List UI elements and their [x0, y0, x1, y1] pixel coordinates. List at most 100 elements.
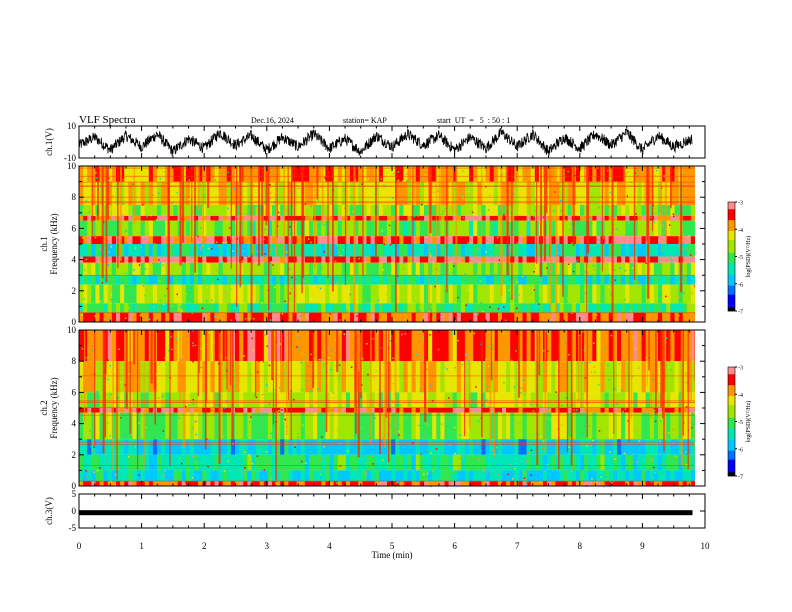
spectrogram-speckle	[390, 236, 393, 238]
spectrogram-cell	[284, 275, 289, 285]
spectrogram-cell	[317, 412, 322, 440]
spectrogram-speckle	[368, 277, 371, 280]
spectrogram-cell	[551, 408, 556, 413]
spectrogram-cell	[559, 244, 564, 257]
spectrogram-cell	[206, 481, 211, 486]
spectrogram-cell	[341, 361, 347, 393]
spectrogram-cell	[559, 312, 564, 322]
spectrogram-cell	[341, 205, 347, 216]
spectrogram-cell	[251, 312, 256, 322]
spectrogram-speckle	[658, 453, 661, 456]
spectrogram-speckle	[485, 251, 487, 253]
spectrogram-cell	[419, 181, 425, 205]
spectrogram-cell	[132, 262, 137, 276]
spectrogram-cell	[157, 244, 162, 257]
spectrogram-cell	[448, 408, 454, 413]
spectrogram-cell	[588, 244, 593, 257]
spectrogram-cell	[313, 470, 318, 482]
line-emission	[79, 175, 695, 177]
spectrogram-cell	[148, 244, 154, 257]
spectrogram-cell	[592, 166, 597, 182]
spectrogram-cell	[124, 439, 129, 455]
sferic-streak	[120, 166, 122, 261]
spectrogram-cell	[424, 275, 429, 285]
spectrogram-speckle	[508, 205, 511, 207]
spectrogram-cell	[387, 166, 392, 182]
spectrogram-speckle	[457, 339, 459, 342]
spectrogram-cell	[440, 275, 445, 285]
spectrogram-speckle	[81, 423, 84, 426]
spectrogram-cell	[415, 275, 421, 285]
spectrogram-cell	[629, 236, 634, 244]
spectrogram-cell	[218, 312, 224, 322]
spectrogram-cell	[506, 412, 511, 440]
spectrogram-speckle	[444, 207, 447, 210]
spectrogram-cell	[243, 236, 248, 244]
spectrogram-cell	[674, 303, 679, 313]
spectrogram-cell	[329, 220, 334, 237]
spectrogram-cell	[103, 303, 109, 313]
spectrogram-speckle	[222, 241, 224, 244]
spectrogram-speckle	[470, 182, 473, 185]
spectrogram-speckle	[215, 241, 218, 244]
spectrogram-cell	[690, 256, 696, 263]
spectrogram-speckle	[688, 405, 691, 408]
spectrogram-cell	[621, 392, 626, 408]
spectrogram-speckle	[693, 423, 695, 426]
spectrogram-cell	[132, 408, 137, 413]
spectrogram-cell	[485, 392, 490, 408]
spectrogram-speckle	[305, 462, 307, 464]
spectrogram-cell	[276, 262, 281, 276]
spectrogram-cell	[140, 236, 146, 244]
spectrogram-speckle	[619, 267, 621, 269]
spectrogram-cell	[567, 408, 573, 413]
spectrogram-speckle	[240, 354, 243, 356]
spectrogram-speckle	[389, 340, 391, 342]
spectrogram-cell	[214, 408, 219, 413]
spectrogram-cell	[148, 262, 154, 276]
spectrogram-speckle	[567, 297, 569, 300]
spectrogram-cell	[649, 236, 655, 244]
spectrogram-cell	[477, 181, 482, 205]
spectrogram-cell	[230, 256, 236, 263]
spectrogram-cell	[358, 166, 363, 182]
spectrogram-cell	[592, 361, 597, 393]
spectrogram-speckle	[556, 360, 559, 362]
spectrogram-speckle	[270, 477, 272, 480]
spectrogram-cell	[617, 181, 622, 205]
spectrogram-cell	[362, 205, 367, 216]
spectrogram-speckle	[499, 253, 502, 255]
spectrogram-cell	[403, 303, 408, 313]
spectrogram-cell	[391, 303, 396, 313]
spectrogram-cell	[79, 481, 84, 486]
spectrogram-cell	[288, 303, 293, 313]
spectrogram-cell	[321, 481, 326, 486]
spectrogram-speckle	[513, 295, 516, 298]
spectrogram-cell	[432, 412, 437, 440]
spectrogram-cell	[140, 412, 146, 440]
spectrogram-speckle	[514, 421, 516, 423]
spectrogram-speckle	[505, 272, 507, 275]
spectrogram-speckle	[507, 473, 510, 476]
spectrogram-cell	[140, 330, 146, 362]
spectrogram-cell	[111, 205, 117, 216]
spectrogram-cell	[107, 330, 113, 362]
spectrogram-cell	[493, 303, 499, 313]
spectrogram-cell	[181, 262, 187, 276]
spectrogram-cell	[633, 361, 638, 393]
spectrogram-cell	[592, 205, 597, 216]
spectrogram-speckle	[279, 343, 281, 345]
spectrogram-cell	[448, 205, 454, 216]
spectrogram-cell	[452, 361, 458, 393]
spectrogram-cell	[612, 181, 618, 205]
spectrogram-cell	[140, 284, 146, 304]
spectrogram-cell	[555, 392, 560, 408]
spectrogram-speckle	[351, 210, 354, 213]
spectrogram-cell	[280, 166, 285, 182]
spectrogram-cell	[202, 220, 207, 237]
spectrogram-speckle	[608, 191, 610, 193]
spectrogram-cell	[666, 244, 671, 257]
spectrogram-cell	[235, 303, 240, 313]
spectrogram-speckle	[691, 417, 694, 420]
spectrogram-cell	[658, 236, 663, 244]
